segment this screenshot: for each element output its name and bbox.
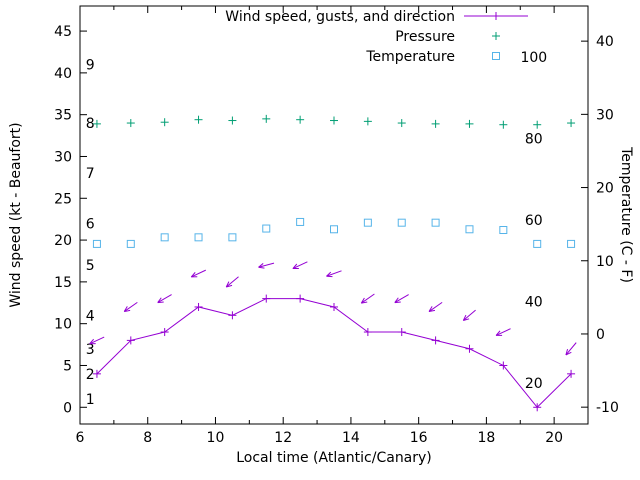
svg-text:-10: -10 — [596, 400, 619, 416]
svg-text:40: 40 — [54, 66, 72, 82]
svg-text:5: 5 — [63, 358, 72, 374]
svg-text:20: 20 — [545, 430, 563, 446]
svg-text:40: 40 — [525, 295, 543, 311]
svg-text:30: 30 — [596, 107, 614, 123]
svg-text:40: 40 — [596, 34, 614, 50]
axis-tick-labels: 6 8 10 12 14 16 18 20051015202530354045-1001020… — [54, 24, 619, 446]
svg-text:100: 100 — [520, 50, 547, 66]
svg-text:12: 12 — [274, 430, 292, 446]
svg-text:1: 1 — [86, 392, 95, 408]
y-axis-label-right: Temperature (C - F) — [618, 147, 634, 283]
y-axis-label-left: Wind speed (kt - Beaufort) — [8, 122, 24, 308]
series-arrows — [89, 261, 577, 356]
svg-text:0: 0 — [63, 400, 72, 416]
svg-text:35: 35 — [54, 108, 72, 124]
svg-text:60: 60 — [525, 213, 543, 229]
svg-text:16: 16 — [410, 430, 428, 446]
svg-text:Wind speed, gusts, and directi: Wind speed, gusts, and direction — [225, 9, 455, 25]
svg-text:45: 45 — [54, 24, 72, 40]
svg-text:20: 20 — [54, 233, 72, 249]
svg-text:4: 4 — [86, 308, 95, 324]
series-square-open — [92, 217, 576, 248]
series-plus — [92, 114, 576, 129]
legend: Wind speed, gusts, and direction Pressure… — [225, 9, 528, 65]
svg-text:5: 5 — [86, 258, 95, 274]
svg-text:0: 0 — [596, 327, 605, 343]
svg-text:9: 9 — [86, 58, 95, 74]
svg-text:6: 6 — [76, 430, 85, 446]
series-line-plus — [92, 294, 576, 412]
svg-text:10: 10 — [596, 254, 614, 270]
svg-text:20: 20 — [596, 181, 614, 197]
svg-text:18: 18 — [477, 430, 495, 446]
svg-text:25: 25 — [54, 191, 72, 207]
svg-text:Temperature: Temperature — [365, 49, 455, 65]
x-axis-label: Local time (Atlantic/Canary) — [236, 450, 432, 466]
svg-text:3: 3 — [86, 342, 95, 358]
svg-text:10: 10 — [54, 317, 72, 333]
svg-text:10: 10 — [207, 430, 225, 446]
svg-text:2: 2 — [86, 367, 95, 383]
svg-text:14: 14 — [342, 430, 360, 446]
fahrenheit-scale-labels: 20 40 60 80 100 — [520, 50, 547, 392]
svg-text:6: 6 — [86, 216, 95, 232]
svg-text:20: 20 — [525, 376, 543, 392]
svg-text:7: 7 — [86, 166, 95, 182]
svg-text:Pressure: Pressure — [395, 29, 455, 45]
svg-text:80: 80 — [525, 132, 543, 148]
svg-text:15: 15 — [54, 275, 72, 291]
svg-text:30: 30 — [54, 149, 72, 165]
axes — [79, 5, 589, 425]
svg-text:8: 8 — [86, 116, 95, 132]
beaufort-scale-labels: 1 2 3 4 5 6 7 8 9 — [86, 58, 95, 408]
svg-text:8: 8 — [143, 430, 152, 446]
